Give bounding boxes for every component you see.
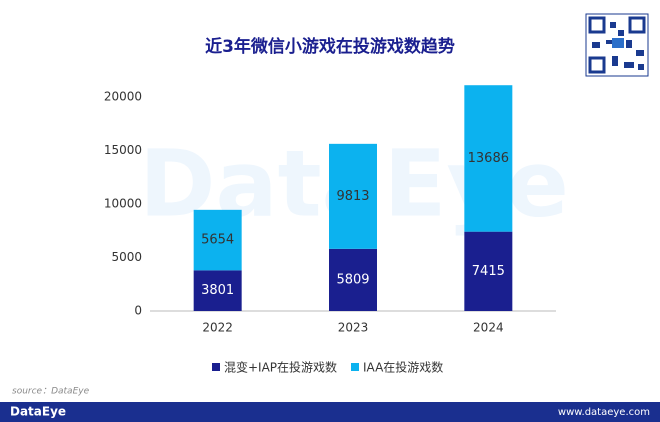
data-label: 9813 [336, 189, 369, 204]
bar-segment [464, 85, 513, 232]
y-tick-label: 0 [134, 304, 142, 318]
qr-code [585, 13, 649, 77]
data-label: 5809 [336, 272, 369, 287]
x-tick-label: 2024 [473, 321, 504, 335]
data-label: 3801 [201, 283, 234, 298]
data-label: 7415 [472, 264, 505, 279]
data-label: 5654 [201, 233, 234, 248]
legend-swatch [351, 363, 359, 371]
legend-swatch [212, 363, 220, 371]
x-tick-label: 2023 [338, 321, 369, 335]
y-tick-label: 15000 [104, 143, 142, 157]
footer-bar [0, 402, 660, 422]
y-tick-label: 20000 [104, 90, 142, 104]
source-note: source：DataEye [12, 387, 90, 397]
bar-segment [329, 248, 377, 311]
bar-segment [464, 231, 513, 311]
data-label: 13686 [468, 151, 509, 166]
x-tick-label: 2022 [202, 321, 233, 335]
legend-label: 混变+IAP在投游戏数 [224, 360, 337, 375]
legend-label: IAA在投游戏数 [363, 360, 443, 375]
bar-segment [329, 143, 377, 249]
bar-segment [193, 209, 242, 271]
bar-segment [193, 270, 242, 311]
footer-brand: DataEye [10, 405, 66, 419]
y-tick-label: 10000 [104, 197, 142, 211]
chart-title: 近3年微信小游戏在投游戏数趋势 [205, 36, 455, 57]
y-tick-label: 5000 [111, 250, 142, 264]
footer-url: www.dataeye.com [558, 407, 650, 418]
